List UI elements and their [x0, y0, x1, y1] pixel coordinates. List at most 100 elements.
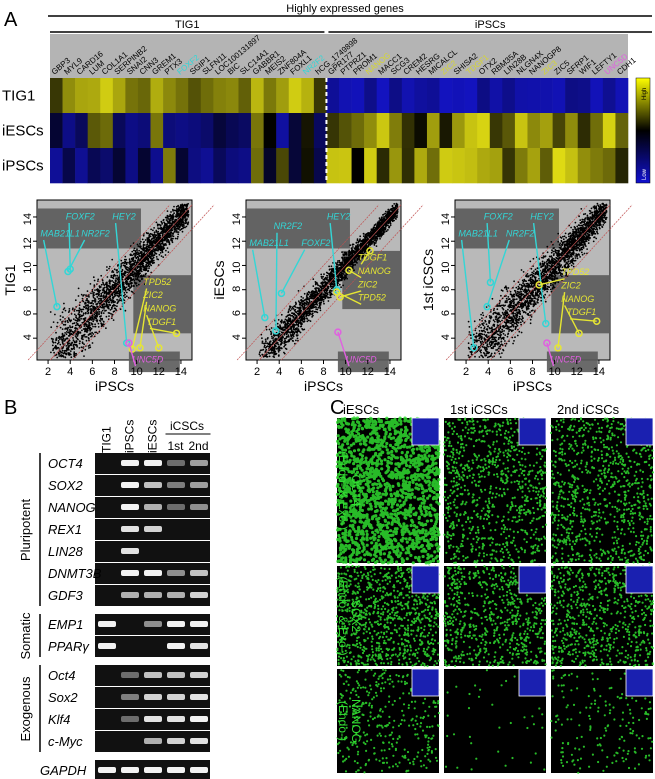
gene-callout: HEY2 — [112, 211, 136, 221]
gel-band — [144, 570, 162, 576]
gene-callout: TDGF1 — [358, 253, 388, 263]
heatmap-cell — [339, 78, 352, 114]
callout-point — [155, 344, 163, 352]
callout-line — [131, 288, 148, 350]
heatmap-cell — [364, 113, 377, 149]
heatmap-cell — [87, 148, 101, 184]
heatmap-cell — [602, 148, 616, 184]
gene-row-label: SOX2 — [48, 478, 83, 493]
heatmap-cell — [615, 78, 629, 114]
callout-point — [554, 344, 562, 352]
gene-row-label: NANOG — [48, 500, 96, 515]
callout-point — [272, 327, 280, 335]
gel-band — [167, 767, 185, 773]
gel-band — [190, 694, 208, 700]
y-tick-label: 10 — [231, 261, 243, 273]
gene-row-label: LIN28 — [48, 544, 83, 559]
callout-line — [538, 278, 565, 286]
gene-callout: MAB21L1 — [458, 228, 498, 238]
heatmap-cell — [540, 113, 553, 149]
gel-band — [144, 526, 162, 532]
gene-callout: NANOG — [358, 266, 391, 276]
x-tick-label: 4 — [276, 366, 282, 378]
heatmap-cell — [150, 113, 164, 149]
heatmap-cell — [439, 113, 453, 149]
heatmap-cell — [439, 78, 453, 114]
callout-line — [337, 331, 350, 367]
callout-point — [172, 329, 181, 338]
heatmap-cell — [540, 148, 553, 184]
x-tick-label: 8 — [320, 366, 326, 378]
heatmap-cell — [213, 113, 227, 149]
callout-line — [570, 318, 597, 322]
gene-callout: UNC5D — [550, 354, 582, 364]
heatmap-cell — [238, 78, 252, 114]
gel-band — [190, 460, 208, 466]
gel-band — [121, 672, 139, 678]
heatmap-cell — [351, 78, 365, 114]
gene-callout: NANOG — [143, 304, 176, 314]
heatmap-cell — [540, 78, 553, 114]
heatmap-cell — [477, 148, 491, 184]
y-tick-label: 8 — [22, 286, 34, 292]
heatmap-cell — [288, 148, 302, 184]
x-axis-label: iPSCs — [304, 378, 343, 394]
heatmap-cell — [137, 148, 151, 184]
gene-callout: UNC5D — [132, 354, 164, 364]
heatmap-cell — [376, 113, 390, 149]
gel-band — [190, 716, 208, 722]
heatmap-cell — [602, 113, 616, 149]
heatmap-cell — [389, 113, 403, 149]
heatmap-cell — [577, 148, 591, 184]
heatmap-cell — [590, 148, 604, 184]
callout-box — [546, 351, 598, 373]
lane-label: iESCs — [146, 420, 160, 453]
heatmap-cell — [276, 148, 290, 184]
stain-detail: (Endo- & Exo-) — [336, 451, 350, 530]
nuclear-inset — [518, 668, 547, 697]
x-tick-label: 8 — [529, 366, 535, 378]
control-label: GAPDH — [40, 763, 87, 778]
row-label: iESCs — [2, 123, 44, 140]
heatmap-cell — [477, 78, 491, 114]
gene-callout: ZIC2 — [142, 290, 163, 300]
callout-point — [543, 339, 551, 347]
heatmap-cell — [263, 148, 277, 184]
callout-line — [557, 292, 566, 348]
gel-band — [121, 767, 139, 773]
gene-row-label: Klf4 — [48, 712, 70, 727]
heatmap-cell — [376, 78, 390, 114]
color-bar — [635, 77, 651, 184]
gel-band — [190, 767, 208, 773]
heatmap-cell — [188, 148, 202, 184]
y-tick-label: 6 — [231, 310, 243, 316]
gel-band — [121, 526, 139, 532]
heatmap-cell — [188, 113, 202, 149]
heatmap-cell — [112, 148, 126, 184]
column-label: iESCs — [343, 402, 380, 417]
heatmap-cell — [175, 113, 189, 149]
callout-point — [486, 278, 495, 287]
heatmap-cell — [313, 148, 327, 184]
gene-callout: NANOG — [561, 294, 594, 304]
callout-line — [280, 249, 306, 294]
heatmap-cell — [276, 78, 290, 114]
gene-callout: NR2F2 — [274, 221, 303, 231]
gene-callout: ZIC2 — [357, 279, 378, 289]
callout-point — [125, 339, 133, 347]
heatmap-cell — [62, 78, 76, 114]
gel-band — [121, 694, 139, 700]
heatmap-cell — [351, 113, 365, 149]
heatmap-cell — [62, 148, 76, 184]
heatmap-cell — [602, 78, 616, 114]
callout-line — [329, 222, 338, 290]
heatmap-cell — [175, 148, 189, 184]
fluorescent-cells — [549, 416, 654, 564]
panel-title: Highly expressed genes — [286, 3, 404, 15]
row-label: TIG1 — [2, 88, 35, 105]
callout-point — [261, 313, 269, 322]
heatmap-cell — [502, 113, 516, 149]
heatmap-cell — [263, 113, 277, 149]
gel-band — [144, 592, 162, 598]
